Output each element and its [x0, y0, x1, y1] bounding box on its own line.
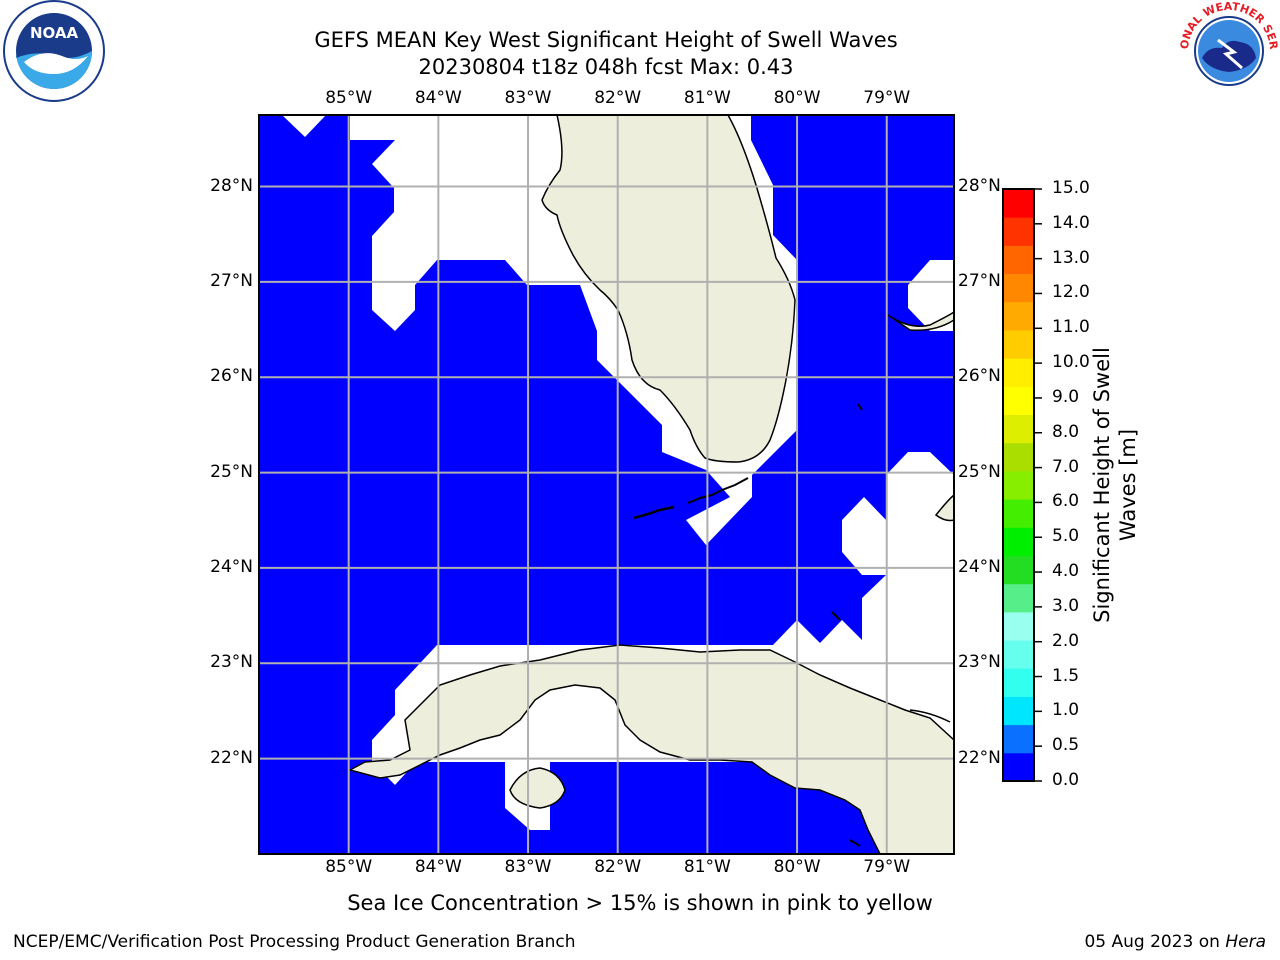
colorbar-tick-label: 5.0 [1052, 526, 1080, 547]
lat-tick-label-right: 25°N [958, 461, 1001, 482]
lon-tick-label-bot: 82°W [594, 857, 642, 877]
colorbar-segment [1003, 217, 1034, 246]
colorbar-segment [1003, 386, 1034, 416]
lat-tick-label-right: 26°N [958, 366, 1001, 387]
footer-date-text: 05 Aug 2023 on [1084, 932, 1220, 952]
map-frame [258, 114, 955, 855]
colorbar-segment [1003, 329, 1034, 359]
colorbar-segment [1003, 696, 1034, 726]
colorbar-segment [1003, 442, 1034, 472]
colorbar-label: Significant Height of Swell Waves [m] [1090, 347, 1140, 623]
noaa-logo-text: NOAA [30, 24, 79, 42]
lon-tick-label-bot: 84°W [414, 857, 462, 877]
noaa-logo: NOAA [3, 0, 105, 102]
colorbar-segment [1003, 414, 1034, 444]
colorbar-segment [1003, 583, 1034, 613]
lat-tick-label-left: 24°N [210, 556, 253, 577]
nws-logo: NATIONAL WEATHER SERVICE [1178, 0, 1280, 100]
colorbar-segment [1003, 358, 1034, 387]
lat-tick-label-left: 26°N [210, 366, 253, 387]
colorbar-tick-label: 10.0 [1052, 352, 1090, 373]
colorbar-tick-label: 13.0 [1052, 247, 1090, 268]
lon-tick-label-bot: 83°W [504, 857, 552, 877]
lat-tick-label-right: 28°N [958, 175, 1001, 196]
florida-keys [687, 477, 749, 504]
lat-tick-label-right: 23°N [958, 652, 1001, 673]
colorbar-tick-label: 14.0 [1052, 212, 1090, 233]
colorbar-segment [1003, 499, 1034, 528]
lat-tick-label-left: 23°N [210, 652, 253, 673]
lon-tick-label-top: 82°W [594, 88, 642, 108]
lon-tick-label-top: 79°W [863, 88, 911, 108]
lat-tick-label-left: 28°N [210, 175, 253, 196]
lon-tick-label-top: 81°W [683, 88, 731, 108]
colorbar-segment [1003, 527, 1034, 556]
colorbar-segment [1003, 189, 1034, 218]
lon-tick-label-top: 83°W [504, 88, 552, 108]
colorbar-segment [1003, 301, 1034, 331]
colorbar-segment [1003, 555, 1034, 585]
colorbar-tick-label: 6.0 [1052, 491, 1080, 512]
gridlines [259, 115, 954, 854]
colorbar-tick-label: 1.5 [1052, 665, 1080, 686]
lat-tick-label-right: 24°N [958, 556, 1001, 577]
colorbar-tick-label: 4.0 [1052, 561, 1080, 582]
colorbar-tick-label: 1.0 [1052, 700, 1080, 721]
lon-tick-label-top: 80°W [773, 88, 821, 108]
colorbar-tick-label: 8.0 [1052, 421, 1080, 442]
lat-tick-label-left: 25°N [210, 461, 253, 482]
sea-ice-caption: Sea Ice Concentration > 15% is shown in … [347, 891, 933, 915]
lon-tick-label-top: 85°W [325, 88, 373, 108]
colorbar-tick-label: 12.0 [1052, 282, 1090, 303]
lon-tick-label-bot: 85°W [325, 857, 373, 877]
colorbar-segment [1003, 668, 1034, 697]
chart-subtitle: 20230804 t18z 048h fcst Max: 0.43 [418, 55, 794, 79]
footer-date: 05 Aug 2023 on Hera [1084, 932, 1266, 952]
lat-tick-label-right: 27°N [958, 270, 1001, 291]
colorbar-segment [1003, 273, 1034, 303]
lon-tick-label-bot: 79°W [863, 857, 911, 877]
colorbar-tick-label: 0.5 [1052, 735, 1080, 756]
colorbar-tick-label: 7.0 [1052, 456, 1080, 477]
colorbar-segment [1003, 611, 1034, 641]
lat-tick-label-right: 22°N [958, 747, 1001, 768]
colorbar-tick-label: 11.0 [1052, 317, 1090, 338]
lat-tick-label-left: 22°N [210, 747, 253, 768]
colorbar-segment [1003, 245, 1034, 275]
colorbar [1002, 188, 1042, 782]
florida-land [541, 115, 796, 463]
footer-machine: Hera [1225, 932, 1266, 952]
colorbar-segment [1003, 640, 1034, 669]
colorbar-tick-label: 15.0 [1052, 178, 1090, 198]
lon-tick-label-top: 84°W [414, 88, 462, 108]
chart-title: GEFS MEAN Key West Significant Height of… [314, 28, 898, 52]
colorbar-tick-label: 2.0 [1052, 630, 1080, 651]
lon-tick-label-bot: 81°W [683, 857, 731, 877]
colorbar-segment [1003, 724, 1034, 754]
colorbar-tick-label: 0.0 [1052, 770, 1080, 790]
lat-tick-label-left: 27°N [210, 270, 253, 291]
colorbar-tick-label: 3.0 [1052, 595, 1080, 616]
footer-credit: NCEP/EMC/Verification Post Processing Pr… [13, 932, 576, 952]
colorbar-segment [1003, 470, 1034, 500]
colorbar-tick-label: 9.0 [1052, 386, 1080, 407]
lon-tick-label-bot: 80°W [773, 857, 821, 877]
colorbar-segment [1003, 752, 1034, 782]
